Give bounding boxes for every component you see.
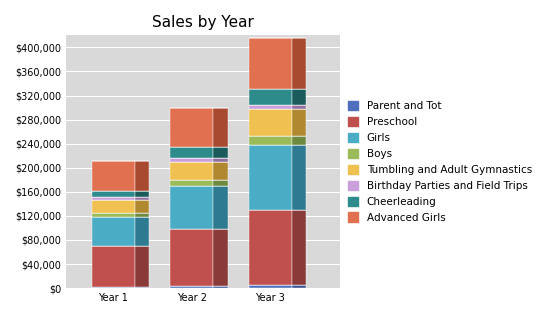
Bar — [249, 285, 292, 288]
Polygon shape — [292, 210, 306, 285]
Bar — [91, 161, 135, 191]
Polygon shape — [135, 191, 149, 197]
Bar — [170, 147, 213, 158]
Title: Sales by Year: Sales by Year — [152, 15, 254, 30]
Polygon shape — [213, 186, 228, 229]
Legend: Parent and Tot, Preschool, Girls, Boys, Tumbling and Adult Gymnastics, Birthday : Parent and Tot, Preschool, Girls, Boys, … — [345, 98, 535, 226]
Bar — [91, 213, 135, 217]
Polygon shape — [213, 180, 228, 186]
Polygon shape — [292, 109, 306, 136]
Polygon shape — [213, 286, 228, 288]
Bar — [170, 186, 213, 229]
Bar — [170, 180, 213, 186]
Bar — [249, 105, 292, 109]
Bar — [170, 229, 213, 286]
Bar — [91, 197, 135, 200]
Polygon shape — [292, 105, 306, 109]
Polygon shape — [213, 229, 228, 286]
Polygon shape — [135, 200, 149, 213]
Polygon shape — [213, 147, 228, 158]
Polygon shape — [135, 197, 149, 200]
Bar — [170, 108, 213, 147]
Polygon shape — [135, 213, 149, 217]
Polygon shape — [135, 287, 149, 288]
Polygon shape — [292, 285, 306, 288]
Bar — [91, 191, 135, 197]
Bar — [249, 145, 292, 210]
Bar — [170, 162, 213, 180]
Bar — [249, 109, 292, 136]
Polygon shape — [292, 145, 306, 210]
Bar — [170, 158, 213, 162]
Polygon shape — [292, 38, 306, 89]
Polygon shape — [213, 158, 228, 162]
Bar — [91, 217, 135, 246]
Bar — [91, 246, 135, 287]
Bar — [91, 287, 135, 288]
Bar — [249, 136, 292, 145]
Polygon shape — [292, 136, 306, 145]
Bar — [249, 89, 292, 105]
Polygon shape — [135, 246, 149, 287]
Bar — [170, 286, 213, 288]
Polygon shape — [135, 161, 149, 191]
Polygon shape — [135, 217, 149, 246]
Polygon shape — [292, 89, 306, 105]
Polygon shape — [213, 108, 228, 147]
Polygon shape — [213, 162, 228, 180]
Bar — [91, 200, 135, 213]
Bar — [249, 38, 292, 89]
Bar — [249, 210, 292, 285]
